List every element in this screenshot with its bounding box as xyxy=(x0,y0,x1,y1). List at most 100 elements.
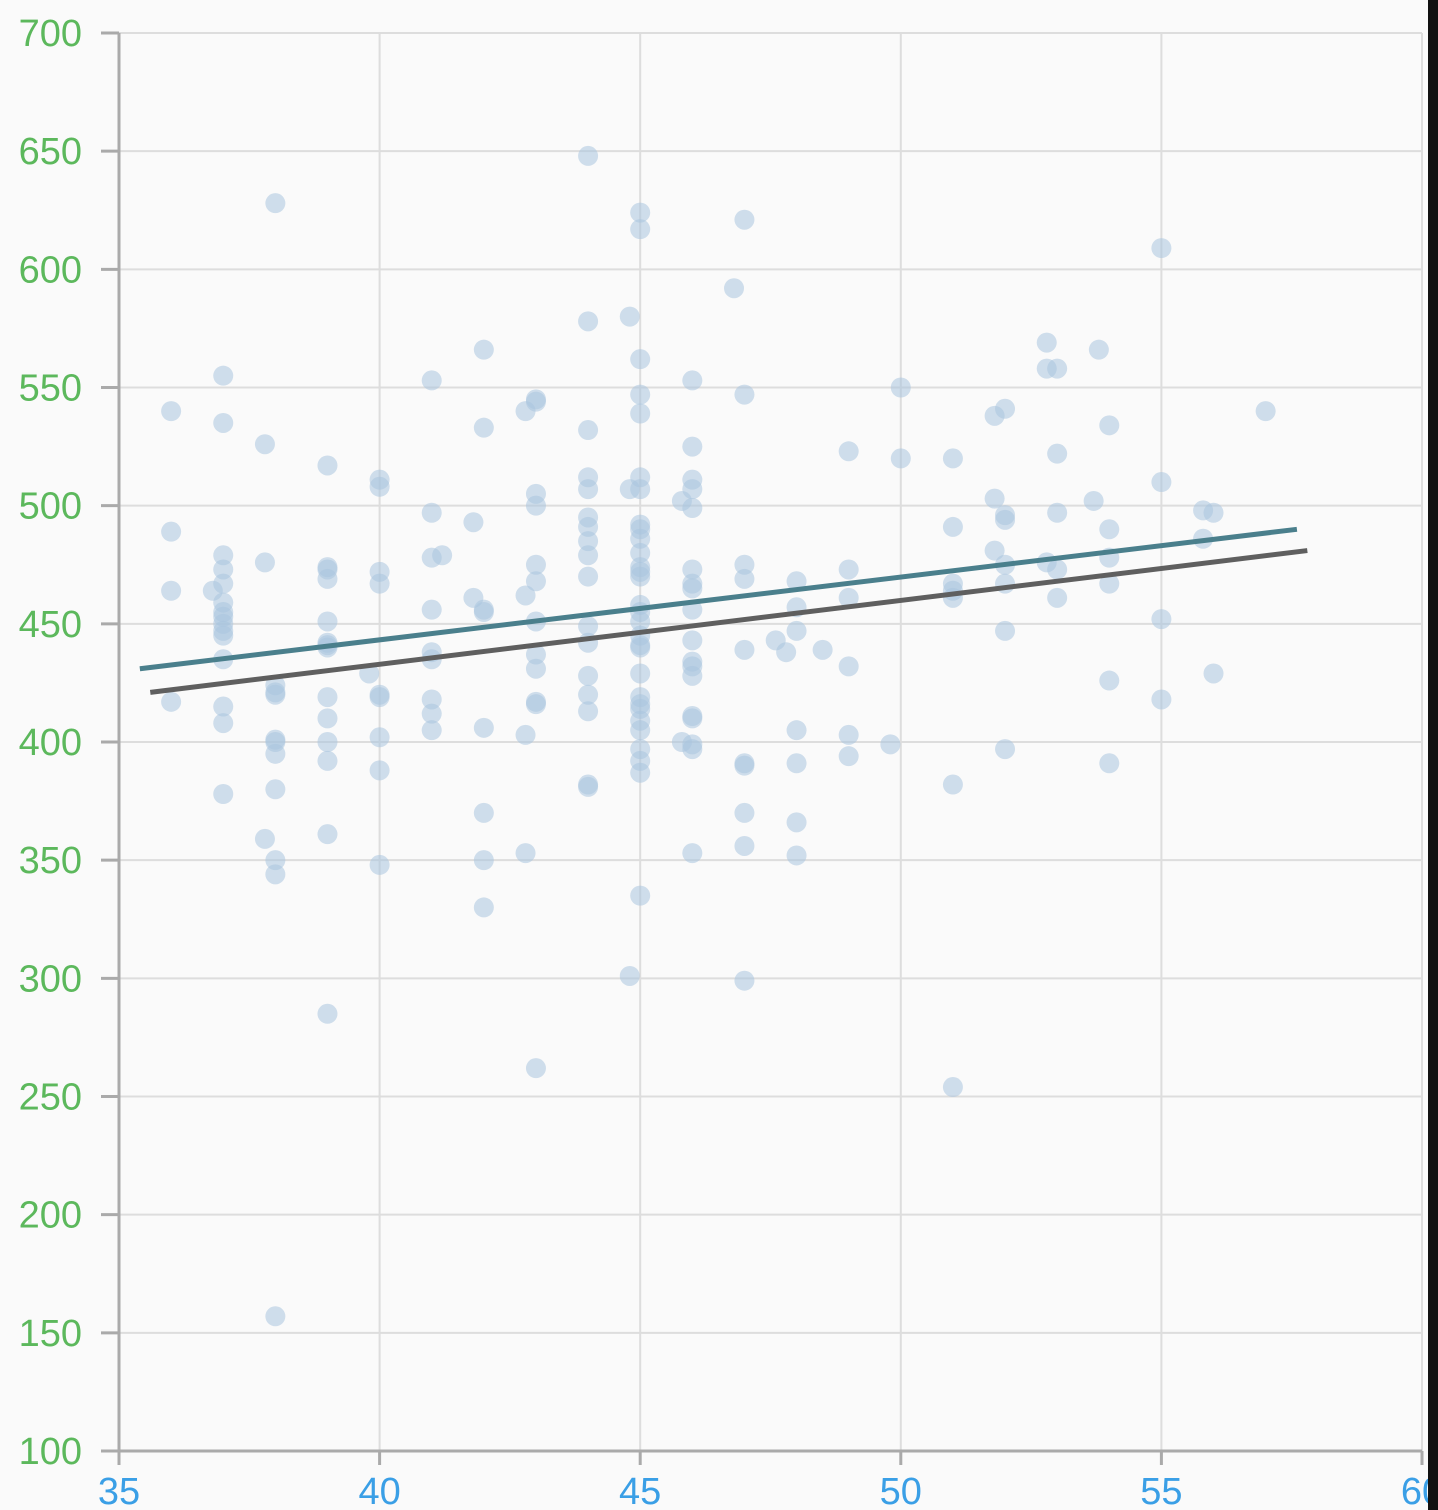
data-point xyxy=(578,531,599,552)
y-tick-label: 250 xyxy=(19,1077,82,1119)
data-point xyxy=(838,746,859,767)
data-point xyxy=(473,717,494,738)
data-point xyxy=(1203,663,1224,684)
data-point xyxy=(1047,358,1068,379)
data-point xyxy=(630,637,651,658)
data-point xyxy=(1036,332,1057,353)
data-point xyxy=(317,732,338,752)
data-point xyxy=(421,720,442,741)
data-point xyxy=(630,403,651,424)
data-point xyxy=(421,599,442,620)
data-point xyxy=(463,512,484,533)
y-tick-label: 450 xyxy=(19,604,82,646)
data-point xyxy=(734,209,755,230)
data-point xyxy=(473,339,494,360)
data-point xyxy=(578,420,599,441)
x-tick-label: 45 xyxy=(619,1471,661,1510)
data-point xyxy=(1088,339,1109,360)
trend-line-2 xyxy=(149,548,1308,695)
data-point xyxy=(317,568,338,589)
data-point xyxy=(265,850,286,871)
data-point xyxy=(682,843,703,864)
data-point xyxy=(578,479,599,500)
data-point xyxy=(682,665,703,686)
data-point xyxy=(984,488,1005,509)
data-point xyxy=(473,897,494,918)
x-tick-label: 35 xyxy=(98,1471,140,1510)
data-point xyxy=(630,528,651,549)
data-point xyxy=(984,540,1005,561)
data-point xyxy=(630,349,651,370)
data-point xyxy=(942,774,963,795)
data-point xyxy=(1083,490,1104,511)
data-point xyxy=(734,835,755,856)
data-point xyxy=(724,278,745,299)
y-tick-label: 400 xyxy=(19,722,82,764)
data-point xyxy=(1047,502,1068,523)
data-point xyxy=(421,502,442,523)
data-point xyxy=(578,776,599,797)
data-point xyxy=(213,783,234,804)
data-point xyxy=(473,602,494,623)
data-point xyxy=(734,554,755,575)
y-tick-label: 500 xyxy=(19,486,82,528)
y-tick-label: 100 xyxy=(19,1431,82,1473)
data-point xyxy=(213,573,234,594)
data-point xyxy=(1047,443,1068,464)
y-tick-label: 300 xyxy=(19,958,82,1000)
data-point xyxy=(317,824,338,845)
data-point xyxy=(630,479,651,500)
data-point xyxy=(630,384,651,405)
data-point xyxy=(682,578,703,599)
data-point xyxy=(838,559,859,580)
data-point xyxy=(213,696,234,717)
data-point xyxy=(619,965,640,986)
data-point xyxy=(421,689,442,710)
y-tick-label: 700 xyxy=(19,13,82,55)
data-point xyxy=(1151,238,1172,259)
y-tick-label: 550 xyxy=(19,368,82,410)
data-point xyxy=(432,545,453,566)
data-point xyxy=(630,663,651,684)
x-tick-label: 40 xyxy=(358,1471,400,1510)
data-point xyxy=(1099,519,1120,540)
data-point xyxy=(578,545,599,566)
data-point xyxy=(161,401,182,422)
data-point xyxy=(995,739,1016,760)
data-point xyxy=(525,644,546,665)
data-point xyxy=(369,687,390,708)
data-point xyxy=(734,568,755,589)
data-point xyxy=(254,434,275,455)
data-point xyxy=(578,516,599,537)
data-point xyxy=(838,587,859,608)
data-point xyxy=(515,724,536,745)
data-point xyxy=(317,687,338,708)
data-point xyxy=(317,455,338,476)
data-point xyxy=(682,370,703,391)
data-point xyxy=(786,812,807,833)
data-point xyxy=(421,370,442,391)
data-point xyxy=(942,516,963,537)
data-point xyxy=(213,625,234,646)
data-point xyxy=(515,585,536,606)
data-point xyxy=(265,193,286,214)
data-point xyxy=(161,691,182,712)
data-point xyxy=(682,479,703,500)
data-point xyxy=(682,498,703,519)
data-point xyxy=(254,828,275,849)
data-point xyxy=(1099,670,1120,691)
x-axis-ticks: 354045505560 xyxy=(98,1451,1438,1510)
data-point xyxy=(317,1003,338,1024)
data-point xyxy=(254,552,275,573)
y-axis-ticks: 100 150 200 250 300 350 400 450 500 550 600 650 700 xyxy=(19,13,119,1473)
data-point xyxy=(578,684,599,705)
data-point xyxy=(630,566,651,587)
data-point xyxy=(1047,559,1068,580)
data-point xyxy=(786,620,807,641)
data-point xyxy=(630,219,651,240)
data-point xyxy=(630,611,651,632)
data-point xyxy=(734,755,755,776)
y-tick-label: 650 xyxy=(19,131,82,173)
data-point xyxy=(578,701,599,722)
data-point xyxy=(995,398,1016,419)
